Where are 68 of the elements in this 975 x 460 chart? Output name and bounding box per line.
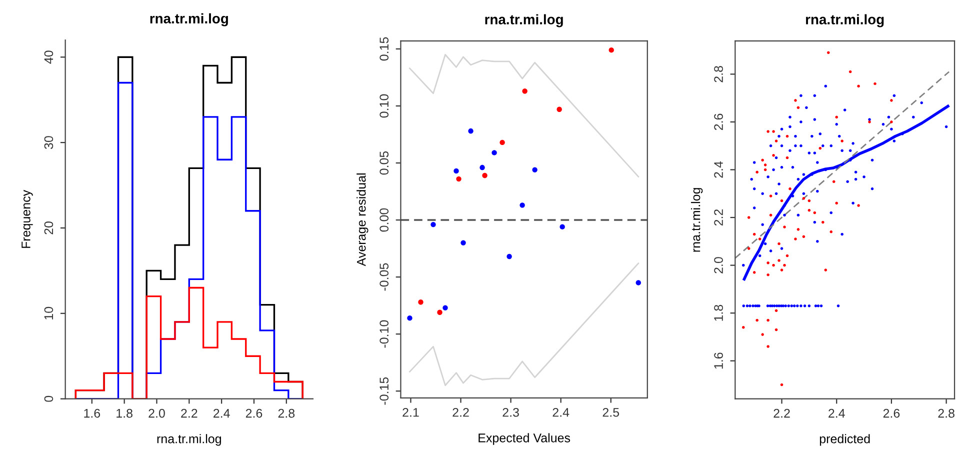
x-tick-label: 2.2 [774, 408, 790, 418]
y-tick-label: 30 [44, 136, 54, 150]
y-tick-label: -0.10 [380, 320, 389, 348]
y-axis-title: Frequency [22, 190, 33, 248]
point [556, 106, 562, 112]
point [442, 305, 448, 310]
y-tick-label: 2.2 [714, 209, 723, 226]
x-tick-label: 2.4 [552, 408, 570, 417]
point [636, 280, 641, 286]
x-tick-label: 2.6 [883, 408, 900, 418]
x-tick-label: 2.4 [214, 408, 230, 418]
line-series [409, 262, 640, 386]
x-tick-label: 2.2 [452, 408, 469, 417]
x-tick-label: 1.8 [116, 408, 132, 418]
point [437, 310, 442, 315]
x-tick-label: 2.5 [602, 408, 620, 417]
point [506, 254, 512, 260]
x-tick-label: 2.8 [278, 408, 295, 418]
y-tick-label: 1.6 [714, 352, 723, 369]
y-tick-label: 0.05 [380, 151, 389, 175]
point [480, 164, 485, 170]
x-tick-label: 2.2 [181, 408, 198, 418]
y-tick-label: 1.8 [714, 304, 723, 321]
x-tick-label: 2.1 [402, 408, 419, 417]
y-tick-label: -0.05 [380, 263, 389, 291]
point [560, 224, 565, 230]
point [430, 222, 436, 228]
y-tick-label: 0.00 [380, 208, 389, 232]
chart-title: rna.tr.mi.log [150, 13, 228, 26]
chart-title: rna.tr.mi.log [806, 14, 884, 28]
point [407, 315, 412, 321]
y-tick-label: 0.10 [380, 94, 389, 118]
y-tick-label: -0.15 [380, 377, 389, 405]
y-axis-title: rna.tr.mi.log [691, 188, 703, 252]
x-axis-title: Expected Values [478, 433, 570, 445]
y-tick-label: 40 [44, 50, 54, 64]
point [418, 300, 424, 305]
point [520, 202, 525, 208]
y-tick-label: 0 [44, 396, 54, 402]
x-axis-title: rna.tr.mi.log [157, 434, 221, 446]
x-tick-label: 2.3 [502, 408, 519, 417]
line-series [409, 54, 640, 178]
line-series [742, 104, 950, 281]
x-tick-label: 2.6 [246, 408, 262, 418]
point [460, 240, 466, 246]
x-axis-title: predicted [820, 434, 870, 446]
point [500, 140, 505, 146]
x-tick-label: 1.6 [84, 408, 100, 418]
y-axis-title: Average residual [356, 173, 368, 266]
point [532, 167, 538, 172]
point [522, 88, 528, 94]
chart-title: rna.tr.mi.log [485, 14, 563, 28]
y-tick-label: 10 [44, 306, 54, 320]
point [456, 176, 462, 182]
point [454, 168, 459, 174]
x-tick-label: 2.0 [148, 408, 165, 418]
y-tick-label: 0.15 [380, 37, 389, 61]
y-tick-label: 2.8 [714, 66, 723, 82]
y-tick-label: 2.6 [714, 114, 723, 130]
y-tick-label: 20 [44, 222, 54, 234]
point [468, 128, 474, 134]
y-tick-label: 2.4 [714, 161, 723, 178]
x-tick-label: 2.8 [938, 408, 954, 418]
x-tick-label: 2.4 [828, 408, 845, 418]
point [608, 47, 614, 53]
y-tick-label: 2.0 [714, 257, 723, 274]
point [482, 172, 488, 178]
point [492, 150, 497, 156]
